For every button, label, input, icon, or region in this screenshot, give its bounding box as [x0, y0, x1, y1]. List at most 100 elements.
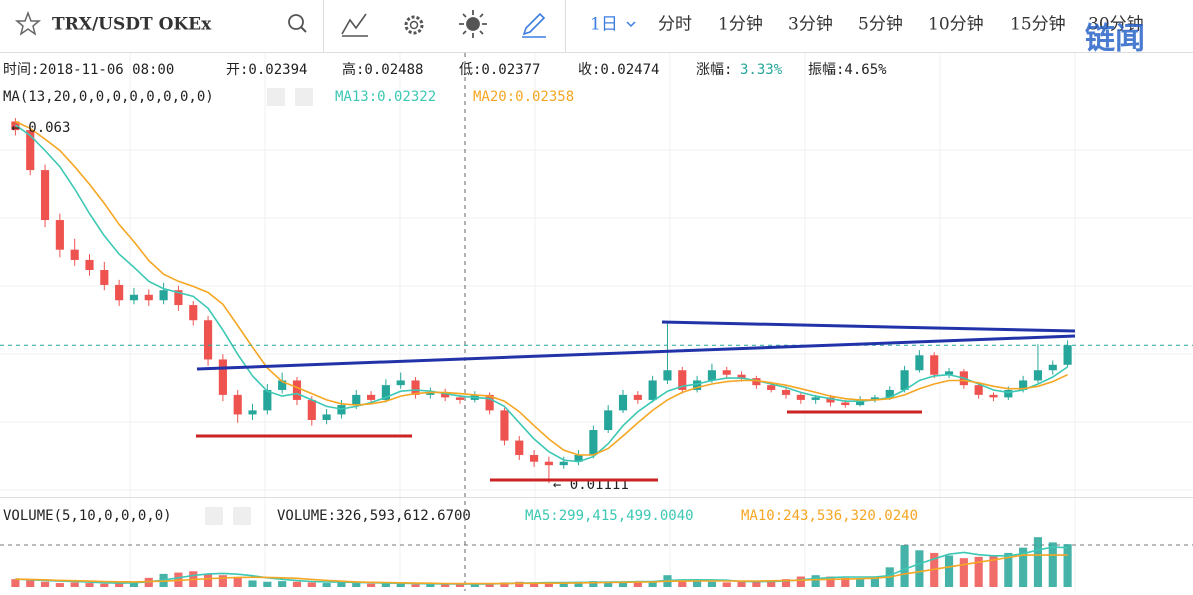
interval-option[interactable]: 15分钟	[1010, 15, 1066, 35]
candle-body	[618, 394, 628, 411]
theme-icon[interactable]	[459, 10, 487, 38]
draw-icon[interactable]	[522, 12, 546, 38]
candle-body	[485, 394, 494, 411]
volume-bar	[40, 581, 50, 587]
candle-body	[26, 130, 35, 171]
watermark: 链闻	[1085, 22, 1145, 57]
volume-bar	[85, 583, 94, 587]
vma10-legend: MA10:243,536,320.0240	[741, 508, 918, 524]
volume-bar	[396, 583, 405, 587]
legend-close[interactable]	[295, 88, 313, 106]
volume-bar	[470, 584, 479, 587]
volume-bar	[959, 558, 968, 587]
legend-settings[interactable]	[205, 507, 223, 525]
volume-bar	[129, 581, 139, 587]
ma20-legend: MA20:0.02358	[473, 89, 574, 105]
interval-selected[interactable]: 1日	[590, 15, 618, 35]
volume-bar	[544, 582, 553, 587]
volume-bar	[856, 579, 865, 587]
candle-body	[530, 454, 539, 462]
favorite-icon[interactable]	[14, 10, 42, 36]
volume-bar	[115, 583, 124, 587]
interval-option[interactable]: 5分钟	[858, 15, 903, 35]
info-high: 高:0.02488	[342, 61, 423, 78]
info-line: 时间:2018-11-06 08:00 开:0.02394 高:0.02488 低:0…	[3, 61, 887, 78]
volume-bar	[915, 550, 924, 587]
candle-body	[856, 399, 865, 406]
indicator-icon[interactable]	[341, 13, 368, 37]
candle-body	[737, 374, 746, 379]
search-icon[interactable]	[288, 14, 307, 33]
candle-body	[559, 461, 568, 466]
interval-option[interactable]: 10分钟	[928, 15, 984, 35]
candle-body	[115, 284, 124, 301]
candle-body	[263, 389, 272, 411]
volume-bar	[455, 583, 465, 587]
candle-body	[678, 370, 687, 390]
info-open: 开:0.02394	[226, 62, 307, 78]
candle-body	[1063, 345, 1072, 365]
candle-body	[752, 378, 761, 386]
volume-bar	[233, 577, 242, 587]
legend-close[interactable]	[233, 507, 251, 525]
interval-option[interactable]: 3分钟	[788, 15, 833, 35]
volume-bar	[411, 584, 420, 587]
candle-body	[515, 440, 524, 455]
volume-legend-title: VOLUME(5,10,0,0,0,0)	[3, 508, 172, 524]
volume-bar	[678, 580, 687, 587]
candle-body	[441, 392, 450, 398]
volume-bar	[515, 581, 524, 587]
candle-body	[648, 380, 657, 400]
settings-icon[interactable]	[404, 15, 424, 35]
volume-bar	[307, 582, 316, 587]
volume-bar	[974, 556, 983, 587]
candle-body	[841, 402, 850, 406]
volume-bar	[604, 581, 613, 587]
info-amplitude: 振幅:4.65%	[808, 62, 887, 78]
grid	[0, 53, 1193, 591]
volume-bar	[1019, 547, 1028, 587]
interval-option[interactable]: 30分钟	[1088, 15, 1144, 35]
ma13-line	[14, 124, 1069, 463]
volume-bar	[559, 583, 568, 587]
candle-body	[989, 394, 998, 398]
volume-bar	[1048, 542, 1057, 587]
volume-bar	[870, 576, 880, 587]
candle-body	[203, 320, 213, 360]
candle-body	[574, 454, 583, 462]
legend-settings[interactable]	[267, 88, 285, 106]
candle-body	[278, 380, 287, 390]
candle-body	[85, 259, 94, 270]
volume-bar	[633, 581, 642, 587]
candle-body	[233, 394, 242, 415]
volume-bar	[781, 579, 791, 587]
ma20-line	[15, 120, 1068, 456]
volume-bar	[1063, 544, 1072, 587]
volume-bar	[767, 580, 776, 587]
candle-body	[870, 397, 880, 400]
info-change-label: 涨幅:	[696, 62, 732, 78]
candle-body	[663, 370, 672, 381]
candle-body	[930, 355, 939, 375]
candle-body	[500, 410, 509, 441]
volume-bar	[70, 582, 79, 587]
candle-body	[915, 355, 924, 371]
high-label: ← 0.063	[11, 120, 70, 136]
candle-body	[900, 370, 909, 390]
interval-option[interactable]: 1分钟	[718, 15, 763, 35]
volume-bar	[263, 581, 272, 587]
candle-body	[707, 370, 716, 381]
candle-body	[974, 385, 983, 395]
interval-option[interactable]: 分时	[658, 15, 692, 35]
volume-bar	[203, 573, 213, 587]
volume-bar	[707, 581, 716, 587]
volume-bar	[485, 583, 494, 587]
volume-bar	[100, 583, 109, 587]
candle-body	[781, 389, 791, 395]
candle-body	[426, 392, 435, 395]
volume-bar	[737, 581, 746, 587]
volume-bar	[26, 580, 35, 587]
trend-line	[661, 320, 1076, 333]
dropdown-arrow[interactable]	[626, 21, 636, 28]
volume-bar	[618, 582, 628, 587]
